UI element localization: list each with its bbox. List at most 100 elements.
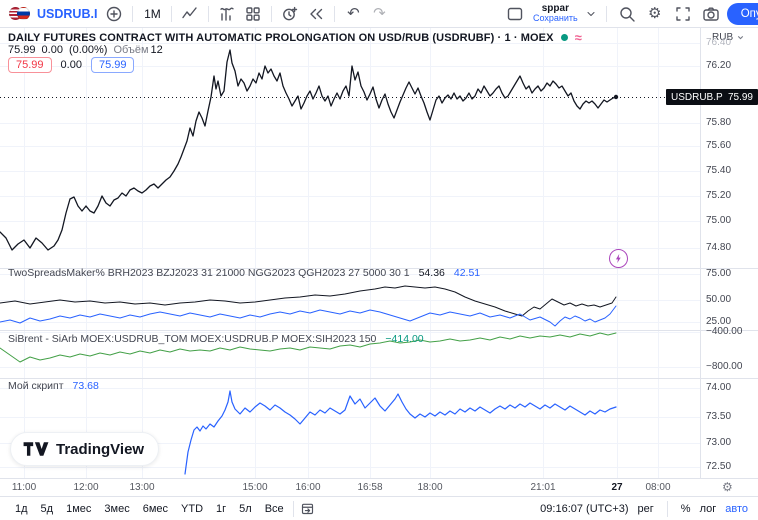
range-button-6мес[interactable]: 6мес — [138, 501, 173, 517]
pane-legend-text: SiBrent - SiArb MOEX:USDRUB_TOM MOEX:USD… — [8, 333, 377, 345]
price-axis-label: 75.20 — [706, 190, 732, 201]
range-button-1д[interactable]: 1д — [10, 501, 33, 517]
percent-scale-toggle[interactable]: % — [680, 502, 691, 515]
pane-legend-text: TwoSpreadsMaker% BRH2023 BZJ2023 31 2100… — [8, 267, 410, 279]
price-axis-label: 75.80 — [706, 117, 732, 128]
price-axis-label: 76.20 — [706, 60, 732, 71]
volume-value: 12 — [150, 44, 163, 56]
price-axis-label: 74.80 — [706, 242, 732, 253]
price-axis-label: 76.40 — [706, 37, 732, 48]
date-range-buttons: 1д 5д 1мес 3мес 6мес YTD 1г 5л Все — [10, 501, 289, 517]
axis-settings-gear-icon[interactable]: ⚙ — [722, 480, 733, 494]
ru-flag-icon — [16, 7, 30, 20]
replay-icon[interactable] — [304, 2, 328, 26]
chart-style-line-icon[interactable] — [178, 2, 202, 26]
fullscreen-icon[interactable] — [671, 2, 695, 26]
range-button-Все[interactable]: Все — [260, 501, 289, 517]
clock: 09:16:07 (UTC+3) — [540, 502, 629, 515]
price-axis-currency[interactable]: RUB — [712, 32, 745, 43]
price-change: 0.00 — [41, 44, 63, 56]
range-button-1мес[interactable]: 1мес — [61, 501, 96, 517]
symbol-button[interactable]: USDRUB.I — [34, 7, 100, 21]
buy-price-button[interactable]: 75.99 — [90, 57, 135, 73]
snapshot-camera-icon[interactable] — [699, 2, 723, 26]
session-toggle[interactable]: рег — [637, 502, 654, 515]
bottom-toolbar-right: 09:16:07 (UTC+3) рег % лог авто — [540, 500, 748, 517]
time-axis-label: 11:00 — [11, 482, 37, 493]
chevron-down-icon — [737, 35, 744, 40]
tradingview-logo[interactable]: TradingView — [10, 432, 160, 466]
spread-value: 0.00 — [60, 59, 82, 71]
cloud-save-button[interactable]: sppar Сохранить — [531, 2, 580, 24]
price-axis-label: −400.00 — [706, 326, 743, 337]
alert-add-icon[interactable] — [278, 2, 302, 26]
compare-add-symbol-icon[interactable] — [102, 2, 126, 26]
range-button-3мес[interactable]: 3мес — [99, 501, 134, 517]
last-price: 75.99 — [8, 44, 36, 56]
tradingview-logo-text: TradingView — [56, 440, 145, 458]
range-button-YTD[interactable]: YTD — [176, 501, 208, 517]
tradingview-mark-icon — [23, 442, 49, 456]
toolbar-divider — [208, 5, 210, 22]
top-toolbar: USDRUB.I 1M ↶ — [0, 0, 758, 28]
pane-legend-value: −414.00 — [385, 333, 424, 345]
quote-boxes: 75.99 0.00 75.99 — [8, 57, 135, 73]
layout-grid-icon[interactable] — [241, 2, 265, 26]
volume-label: Объём — [113, 44, 149, 56]
currency-label: RUB — [712, 32, 734, 43]
sell-price-button[interactable]: 75.99 — [8, 57, 52, 73]
auto-scale-toggle[interactable]: авто — [725, 502, 748, 515]
main-pane-legend: DAILY FUTURES CONTRACT WITH AUTOMATIC PR… — [8, 31, 582, 44]
interval-button[interactable]: 1M — [139, 7, 165, 21]
quick-action-bolt-icon[interactable] — [609, 249, 628, 268]
price-axis-label: 72.50 — [706, 461, 732, 472]
time-axis[interactable]: ⚙ 11:00 12:00 13:00 15:00 16:00 16:58 18:00 21:… — [0, 478, 758, 496]
range-button-1г[interactable]: 1г — [211, 501, 231, 517]
price-change-pct: (0.00%) — [68, 44, 108, 56]
indicators-icon[interactable] — [215, 2, 239, 26]
bottom-toolbar: 1д 5д 1мес 3мес 6мес YTD 1г 5л Все 09:16:07 (UTC… — [0, 496, 758, 520]
pane-legend: TwoSpreadsMaker% BRH2023 BZJ2023 31 2100… — [8, 267, 480, 279]
pane-legend: Мой скрипт 73.68 — [8, 380, 99, 392]
pane-legend-value: 73.68 — [72, 380, 99, 392]
market-open-dot-icon — [560, 34, 568, 41]
toolbar-divider — [605, 5, 607, 22]
time-axis-label: 16:00 — [295, 482, 321, 493]
chevron-down-icon[interactable] — [584, 2, 598, 26]
search-icon[interactable] — [615, 2, 639, 26]
toolbar-divider — [271, 5, 273, 22]
range-button-5л[interactable]: 5л — [234, 501, 257, 517]
layout-name: sppar — [541, 2, 569, 14]
publish-button[interactable]: Опубликовать — [726, 2, 758, 25]
price-tag-symbol: USDRUB.P — [671, 91, 723, 103]
range-button-5д[interactable]: 5д — [36, 501, 59, 517]
undo-icon[interactable]: ↶ — [341, 2, 365, 26]
price-axis-label: 75.00 — [706, 215, 732, 226]
save-layout-icon[interactable] — [503, 2, 527, 26]
price-axis[interactable]: RUB 76.40 76.20 75.80 75.60 75.40 75.20 75.00 7… — [700, 28, 758, 478]
price-tag-price: 75.99 — [727, 91, 753, 103]
log-scale-toggle[interactable]: лог — [699, 502, 717, 515]
symbol-title: DAILY FUTURES CONTRACT WITH AUTOMATIC PR… — [8, 31, 554, 44]
goto-date-icon[interactable] — [298, 499, 318, 519]
time-axis-label: 08:00 — [645, 482, 671, 493]
price-axis-label: 73.50 — [706, 411, 732, 422]
price-axis-label: 75.00 — [706, 268, 732, 279]
pane-legend-value: 54.36 — [418, 267, 445, 279]
pane-legend: SiBrent - SiArb MOEX:USDRUB_TOM MOEX:USD… — [8, 333, 424, 345]
price-axis-label: 75.40 — [706, 165, 732, 176]
current-price-tag: USDRUB.P 75.99 — [666, 89, 758, 105]
symbol-flags-icon — [6, 7, 32, 20]
time-axis-label: 21:01 — [530, 482, 556, 493]
sparkline-wave-icon[interactable]: ≈ — [574, 30, 582, 45]
toolbar-divider — [171, 5, 173, 22]
price-axis-label: 73.00 — [706, 437, 732, 448]
price-axis-label: −800.00 — [706, 361, 743, 372]
top-toolbar-left: USDRUB.I 1M ↶ — [6, 0, 391, 27]
gear-icon[interactable]: ⚙ — [643, 2, 667, 26]
redo-icon[interactable]: ↷ — [367, 2, 391, 26]
toolbar-divider — [334, 5, 336, 22]
